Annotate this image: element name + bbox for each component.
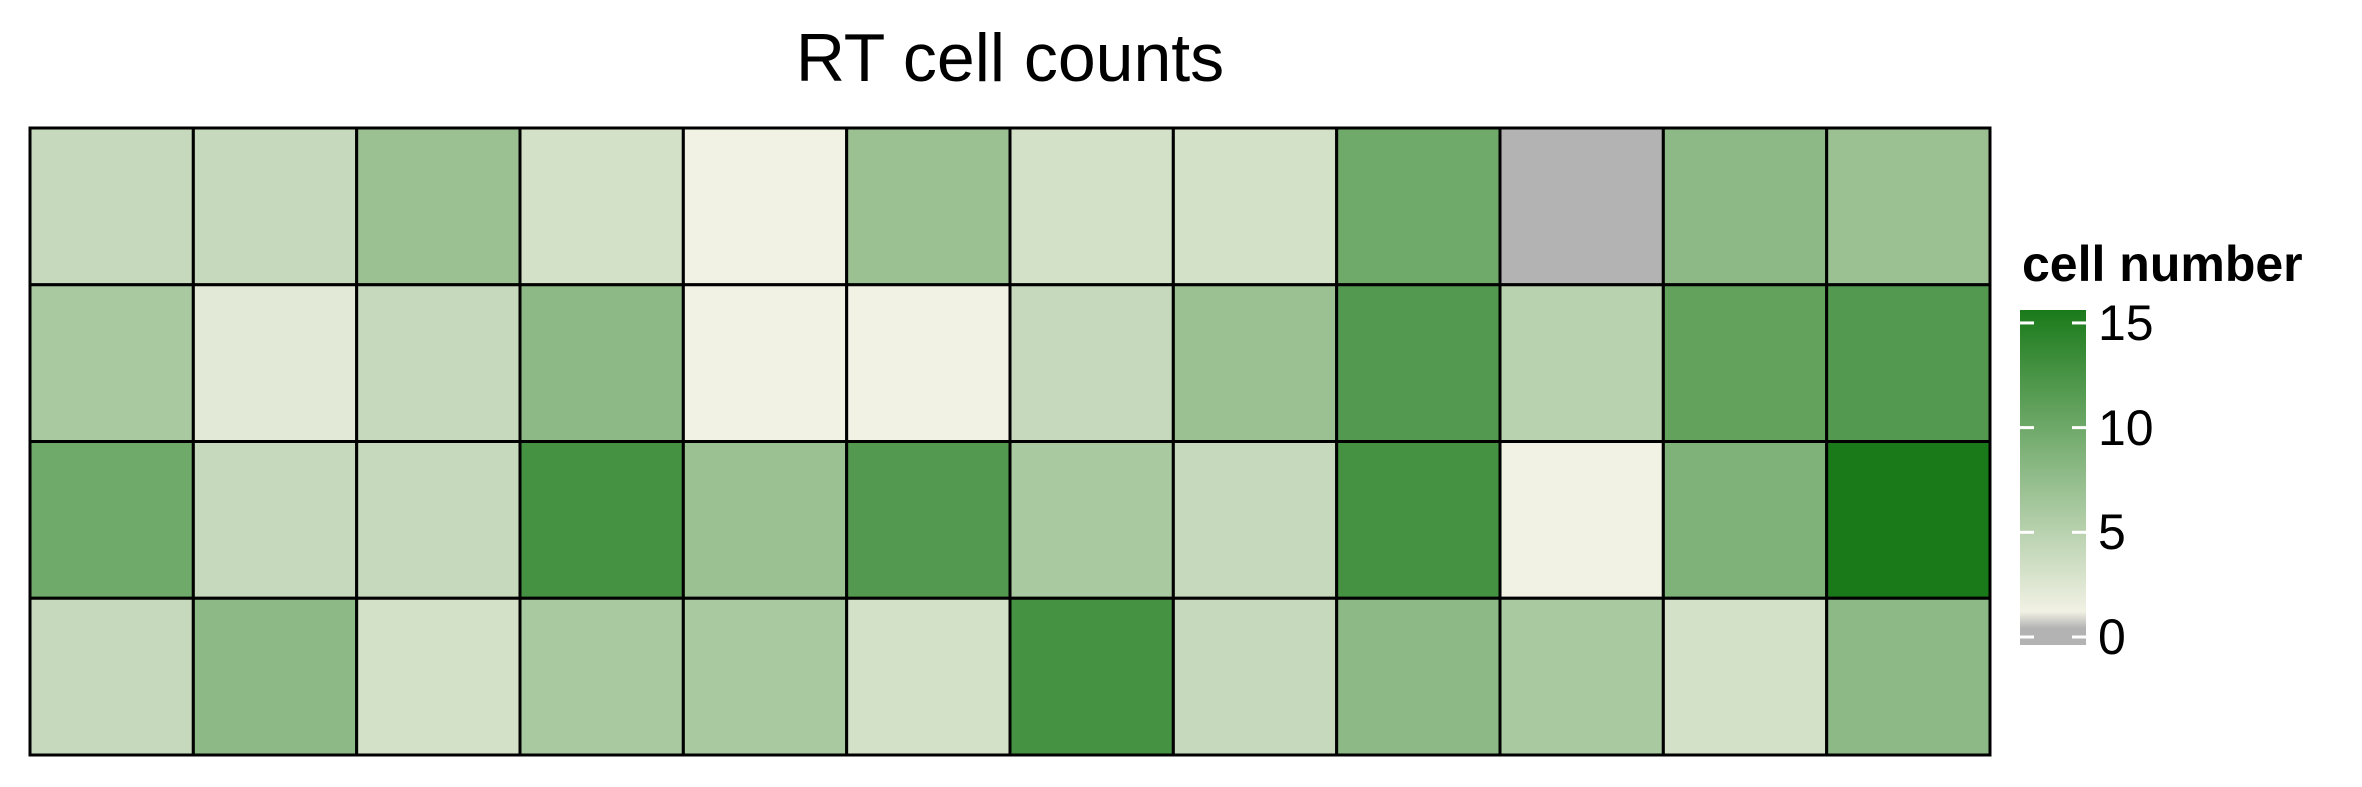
heatmap-cell-r2-c10 bbox=[1498, 283, 1665, 443]
heatmap-cell-r2-c4 bbox=[518, 283, 685, 443]
heatmap-cell-r3-c6 bbox=[845, 440, 1012, 600]
heatmap-cell-r4-c2 bbox=[191, 596, 359, 757]
heatmap-cell-r1-c4 bbox=[518, 126, 685, 287]
heatmap-cell-r2-c8 bbox=[1171, 283, 1339, 443]
heatmap-cell-r2-c5 bbox=[681, 283, 849, 443]
heatmap-cell-r1-c3 bbox=[355, 126, 522, 287]
heatmap-cell-r4-c5 bbox=[681, 596, 849, 757]
heatmap-cell-r1-c6 bbox=[845, 126, 1012, 287]
heatmap-cell-r1-c7 bbox=[1008, 126, 1175, 287]
heatmap-cell-r1-c1 bbox=[28, 126, 195, 287]
heatmap-cell-r4-c8 bbox=[1171, 596, 1339, 757]
heatmap-cell-r1-c12 bbox=[1825, 126, 1992, 287]
legend-gradient-bar bbox=[2020, 310, 2086, 645]
heatmap-cell-r2-c6 bbox=[845, 283, 1012, 443]
heatmap-cell-r3-c5 bbox=[681, 440, 849, 600]
heatmap-cell-r3-c8 bbox=[1171, 440, 1339, 600]
heatmap-cell-r3-c7 bbox=[1008, 440, 1175, 600]
heatmap-cell-r1-c5 bbox=[681, 126, 849, 287]
legend-tick-label-5: 5 bbox=[2098, 504, 2126, 561]
legend-tick-label-15: 15 bbox=[2098, 294, 2154, 351]
legend-tick-label-10: 10 bbox=[2098, 399, 2154, 456]
heatmap-cell-r4-c10 bbox=[1498, 596, 1665, 757]
heatmap-cell-r1-c11 bbox=[1661, 126, 1829, 287]
heatmap-cell-r2-c7 bbox=[1008, 283, 1175, 443]
heatmap-cell-r1-c8 bbox=[1171, 126, 1339, 287]
legend-tick-label-0: 0 bbox=[2098, 609, 2126, 665]
legend-title: cell number bbox=[2022, 236, 2303, 292]
heatmap-cell-r3-c12 bbox=[1825, 440, 1992, 600]
heatmap-cell-r3-c1 bbox=[28, 440, 195, 600]
heatmap-cell-r4-c6 bbox=[845, 596, 1012, 757]
heatmap-cell-r3-c2 bbox=[191, 440, 359, 600]
heatmap-cell-r2-c3 bbox=[355, 283, 522, 443]
heatmap-cell-r1-c2 bbox=[191, 126, 359, 287]
heatmap-cell-r2-c1 bbox=[28, 283, 195, 443]
heatmap-cell-r1-c9 bbox=[1335, 126, 1502, 287]
heatmap-cells bbox=[28, 126, 1992, 757]
heatmap-cell-r4-c12 bbox=[1825, 596, 1992, 757]
heatmap-cell-r3-c4 bbox=[518, 440, 685, 600]
heatmap-cell-r4-c9 bbox=[1335, 596, 1502, 757]
heatmap-cell-r3-c11 bbox=[1661, 440, 1829, 600]
heatmap-cell-r4-c11 bbox=[1661, 596, 1829, 757]
heatmap-cell-r2-c11 bbox=[1661, 283, 1829, 443]
heatmap-cell-r3-c9 bbox=[1335, 440, 1502, 600]
heatmap-cell-r4-c4 bbox=[518, 596, 685, 757]
chart-title: RT cell counts bbox=[795, 20, 1225, 96]
heatmap-cell-r3-c3 bbox=[355, 440, 522, 600]
heatmap-cell-r1-c10 bbox=[1498, 126, 1665, 287]
heatmap-cell-r3-c10 bbox=[1498, 440, 1665, 600]
heatmap-cell-r2-c9 bbox=[1335, 283, 1502, 443]
heatmap-cell-r2-c12 bbox=[1825, 283, 1992, 443]
heatmap-cell-r2-c2 bbox=[191, 283, 359, 443]
legend-colorbar bbox=[2020, 310, 2086, 645]
heatmap-cell-r4-c7 bbox=[1008, 596, 1175, 757]
heatmap-cell-r4-c3 bbox=[355, 596, 522, 757]
heatmap-cell-r4-c1 bbox=[28, 596, 195, 757]
